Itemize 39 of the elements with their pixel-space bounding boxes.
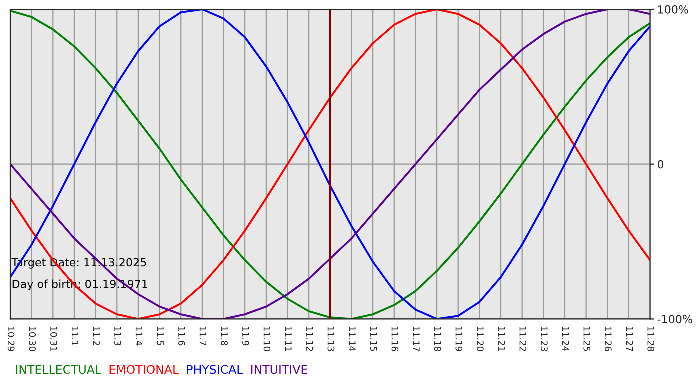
x-tick-label: 11.10: [264, 327, 271, 352]
x-tick-label: 11.21: [498, 327, 506, 352]
x-tick-label: 11.28: [648, 327, 655, 352]
x-tick-label: 11.3: [114, 327, 122, 346]
x-tick-label: 11.19: [456, 327, 463, 352]
x-tick-label: 11.20: [477, 327, 484, 352]
x-tick-label: 11.17: [413, 327, 420, 352]
x-tick-label: 11.14: [349, 327, 356, 352]
x-tick-label: 11.5: [157, 327, 164, 346]
y-tick-label: 0: [658, 160, 664, 169]
x-tick-label: 11.26: [605, 327, 612, 352]
x-tick-label: 11.27: [626, 327, 634, 352]
y-tick-label: 100%: [658, 5, 688, 14]
x-tick-label: 11.23: [541, 327, 548, 352]
text: INTUITIVE: [251, 365, 308, 374]
text: INTELLECTUAL: [16, 365, 102, 374]
line-series: [10, 10, 650, 320]
x-tick-label: 11.12: [306, 327, 314, 352]
y-tick-label: -100%: [658, 315, 692, 324]
x-tick-label: 11.11: [285, 327, 292, 352]
x-tick-label: 11.1: [72, 327, 79, 346]
x-tick-label: 11.16: [392, 327, 399, 352]
x-tick-label: 11.9: [242, 327, 250, 346]
x-tick-label: 11.13: [328, 327, 335, 352]
x-tick-label: 11.7: [200, 327, 207, 346]
x-tick-label: 11.25: [584, 327, 591, 352]
text: EMOTIONAL: [110, 365, 179, 374]
x-tick-label: 11.8: [221, 327, 228, 346]
x-tick-label: 10.31: [50, 327, 58, 352]
x-tick-label: 11.15: [370, 327, 378, 352]
x-tick-label: 11.4: [136, 327, 143, 346]
x-tick-label: 10.29: [8, 327, 15, 352]
x-tick-label: 10.30: [29, 327, 36, 352]
text: PHYSICAL: [187, 365, 244, 374]
x-tick-label: 11.22: [520, 327, 527, 352]
x-tick-label: 11.6: [178, 327, 186, 346]
x-tick-label: 11.2: [93, 327, 100, 346]
x-tick-label: 11.24: [562, 327, 570, 352]
x-tick-label: 11.18: [434, 327, 442, 352]
